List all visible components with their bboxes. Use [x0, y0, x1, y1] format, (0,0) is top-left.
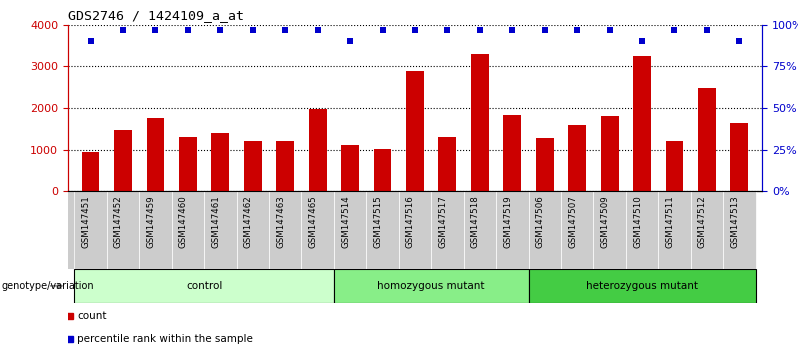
Bar [666, 141, 683, 191]
Text: GSM147514: GSM147514 [341, 195, 350, 248]
Text: percentile rank within the sample: percentile rank within the sample [77, 335, 253, 344]
Point [279, 27, 291, 33]
Bar [698, 88, 716, 191]
Bar [139, 191, 172, 269]
Bar [626, 191, 658, 269]
Bar [594, 191, 626, 269]
Text: GSM147452: GSM147452 [114, 195, 123, 248]
Bar [204, 191, 236, 269]
Bar [107, 191, 139, 269]
Text: GSM147513: GSM147513 [730, 195, 740, 248]
Text: GSM147507: GSM147507 [568, 195, 577, 248]
Bar [471, 54, 488, 191]
Bar [723, 191, 756, 269]
Point [344, 39, 357, 44]
Text: GSM147451: GSM147451 [81, 195, 90, 248]
Bar [528, 191, 561, 269]
Point [701, 27, 713, 33]
Bar [236, 191, 269, 269]
Bar [269, 191, 302, 269]
Text: GSM147463: GSM147463 [276, 195, 285, 248]
Point [668, 27, 681, 33]
Bar [179, 137, 197, 191]
Text: GSM147459: GSM147459 [146, 195, 156, 248]
Text: GSM147518: GSM147518 [471, 195, 480, 248]
Bar [81, 152, 100, 191]
Text: genotype/variation: genotype/variation [2, 281, 94, 291]
Point [376, 27, 389, 33]
Bar [528, 269, 756, 303]
Point [84, 39, 97, 44]
Bar [74, 191, 107, 269]
Bar [342, 145, 359, 191]
Text: GSM147519: GSM147519 [504, 195, 512, 248]
Bar [464, 191, 496, 269]
Text: count: count [77, 312, 106, 321]
Bar [334, 269, 528, 303]
Point [409, 27, 421, 33]
Point [181, 27, 194, 33]
Text: GSM147516: GSM147516 [406, 195, 415, 248]
Bar [496, 191, 528, 269]
Bar [172, 191, 204, 269]
Point [311, 27, 324, 33]
Bar [633, 56, 651, 191]
Bar [601, 116, 618, 191]
Point [117, 27, 129, 33]
Text: GSM147460: GSM147460 [179, 195, 188, 248]
Bar [730, 122, 749, 191]
Text: GSM147512: GSM147512 [698, 195, 707, 248]
Bar [366, 191, 399, 269]
Bar [211, 133, 229, 191]
Bar [74, 269, 334, 303]
Bar [561, 191, 594, 269]
Text: GSM147462: GSM147462 [243, 195, 253, 248]
Bar [568, 125, 586, 191]
Point [214, 27, 227, 33]
Point [506, 27, 519, 33]
Bar [302, 191, 334, 269]
Point [733, 39, 746, 44]
Bar [658, 191, 691, 269]
Bar [438, 137, 456, 191]
Bar [114, 130, 132, 191]
Point [636, 39, 649, 44]
Text: GDS2746 / 1424109_a_at: GDS2746 / 1424109_a_at [68, 9, 244, 22]
Bar [276, 141, 294, 191]
Bar [334, 191, 366, 269]
Point [247, 27, 259, 33]
Bar [147, 118, 164, 191]
Text: GSM147517: GSM147517 [438, 195, 448, 248]
Bar [309, 109, 326, 191]
Bar [535, 138, 554, 191]
Point [603, 27, 616, 33]
Bar [504, 115, 521, 191]
Text: GSM147506: GSM147506 [535, 195, 545, 248]
Bar [399, 191, 431, 269]
Bar [373, 149, 392, 191]
Text: GSM147509: GSM147509 [601, 195, 610, 248]
Point [473, 27, 486, 33]
Point [571, 27, 583, 33]
Point [539, 27, 551, 33]
Text: GSM147515: GSM147515 [373, 195, 382, 248]
Bar [691, 191, 723, 269]
Point [441, 27, 454, 33]
Point [149, 27, 162, 33]
Text: homozygous mutant: homozygous mutant [377, 281, 485, 291]
Text: control: control [186, 281, 223, 291]
Bar [406, 72, 424, 191]
Bar [431, 191, 464, 269]
Text: GSM147511: GSM147511 [666, 195, 674, 248]
Text: GSM147461: GSM147461 [211, 195, 220, 248]
Text: GSM147510: GSM147510 [633, 195, 642, 248]
Bar [244, 141, 262, 191]
Text: GSM147465: GSM147465 [309, 195, 318, 248]
Text: heterozygous mutant: heterozygous mutant [586, 281, 698, 291]
